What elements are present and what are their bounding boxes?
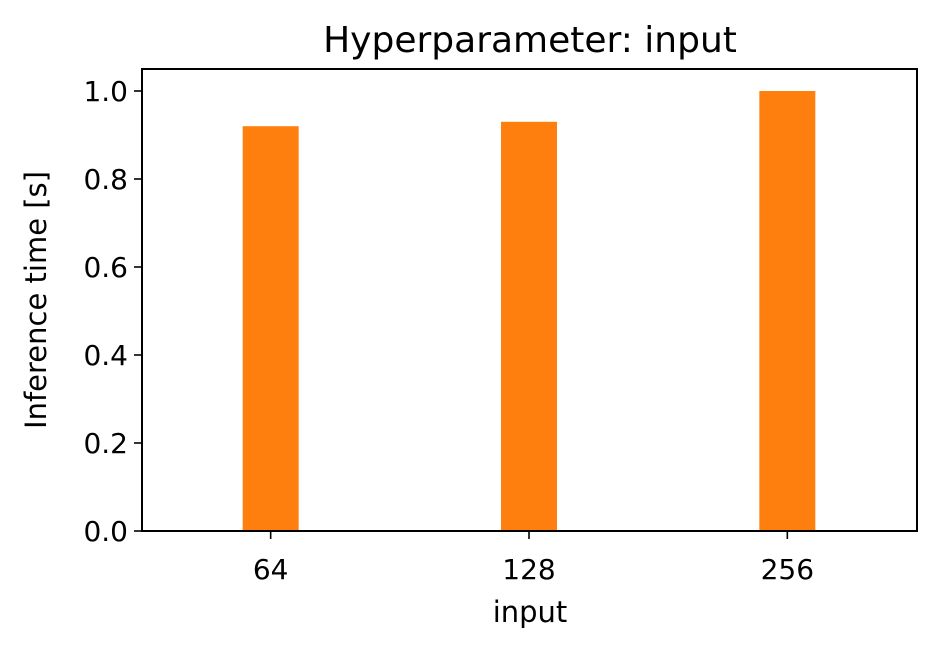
x-tick-label: 128 bbox=[502, 553, 555, 586]
y-tick-label: 0.6 bbox=[83, 251, 128, 284]
chart-title: Hyperparameter: input bbox=[323, 20, 737, 61]
bar-256 bbox=[759, 91, 816, 531]
x-tick-label: 64 bbox=[253, 553, 289, 586]
y-axis-label: Inference time [s] bbox=[19, 171, 53, 429]
plot-area bbox=[242, 91, 816, 532]
y-tick-label: 0.2 bbox=[83, 427, 128, 460]
y-tick-label: 1.0 bbox=[83, 75, 128, 108]
y-tick-label: 0.0 bbox=[83, 515, 128, 548]
y-tick-label: 0.4 bbox=[83, 339, 128, 372]
x-tick-label: 256 bbox=[761, 553, 814, 586]
x-axis-label: input bbox=[493, 595, 568, 629]
bar-64 bbox=[242, 126, 299, 531]
bar-128 bbox=[501, 121, 557, 532]
y-tick-label: 0.8 bbox=[83, 163, 128, 196]
